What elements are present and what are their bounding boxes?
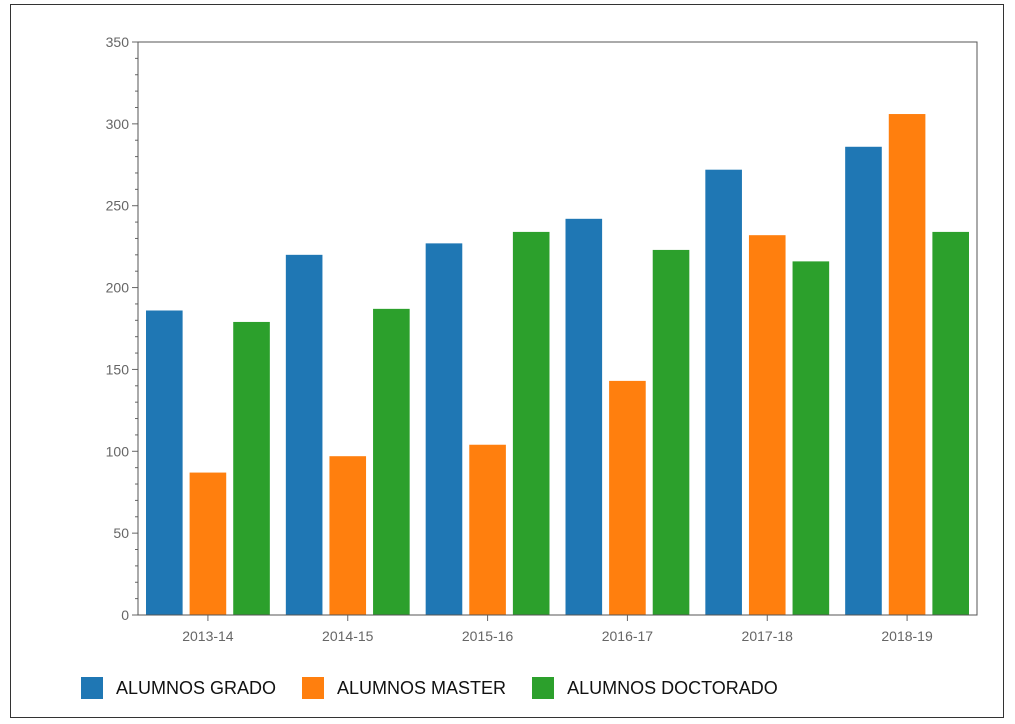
bar-chart: 0 50 100 150 200 250 300 350 2013-14 2014-15 2015… [106,34,978,644]
bar-alumnos-master-2018-19 [888,114,926,615]
legend: ALUMNOS GRADO ALUMNOS MASTER ALUMNOS DOC… [81,677,804,699]
bar-alumnos-master-2013-14 [189,472,227,615]
bar-alumnos-grado-2015-16 [425,243,463,615]
bar-alumnos-doctorado-2013-14 [233,321,270,615]
y-tick-label: 300 [106,116,130,132]
y-tick-label: 0 [121,607,129,623]
chart-frame: 0 50 100 150 200 250 300 350 2013-14 2014-15 2015… [10,4,1004,718]
y-tick-label: 250 [106,198,130,214]
x-tick-label: 2018-19 [881,628,933,644]
legend-swatch-master [302,677,325,699]
bar-alumnos-master-2016-17 [609,380,646,615]
bar-alumnos-doctorado-2017-18 [792,261,830,615]
y-tick-label: 100 [106,443,130,459]
y-tick-label: 150 [106,361,130,377]
legend-item-grado: ALUMNOS GRADO [81,677,276,699]
legend-label-master: ALUMNOS MASTER [337,677,507,698]
legend-label-doctorado: ALUMNOS DOCTORADO [567,677,778,698]
x-tick-label: 2013-14 [182,628,234,644]
legend-swatch-doctorado [532,677,555,699]
x-tick-label: 2016-17 [602,628,654,644]
x-axis: 2013-14 2014-15 2015-16 2016-17 2017-18 2018-… [182,615,933,644]
y-axis: 0 50 100 150 200 250 300 350 [106,34,138,623]
bars [146,114,969,616]
legend-swatch-grado [81,677,103,699]
x-tick-label: 2017-18 [742,628,794,644]
legend-label-grado: ALUMNOS GRADO [116,677,277,698]
bar-alumnos-doctorado-2018-19 [932,231,969,615]
y-tick-label: 200 [106,280,130,296]
legend-item-doctorado: ALUMNOS DOCTORADO [532,677,778,699]
bar-alumnos-master-2015-16 [469,444,506,615]
y-tick-label: 350 [106,34,130,50]
bar-alumnos-master-2017-18 [748,235,786,615]
bar-alumnos-doctorado-2014-15 [373,308,410,615]
x-tick-label: 2014-15 [322,628,374,644]
bar-alumnos-grado-2013-14 [146,310,183,615]
bar-alumnos-grado-2016-17 [565,218,603,615]
bar-alumnos-grado-2018-19 [845,146,882,615]
bar-alumnos-doctorado-2016-17 [652,249,690,615]
bar-alumnos-doctorado-2015-16 [512,231,550,615]
y-tick-label: 50 [113,525,129,541]
bar-alumnos-grado-2017-18 [705,169,742,615]
bar-alumnos-grado-2014-15 [285,254,323,616]
legend-item-master: ALUMNOS MASTER [302,677,506,699]
x-tick-label: 2015-16 [462,628,514,644]
bar-alumnos-master-2014-15 [329,456,367,615]
plot-border [137,41,978,616]
